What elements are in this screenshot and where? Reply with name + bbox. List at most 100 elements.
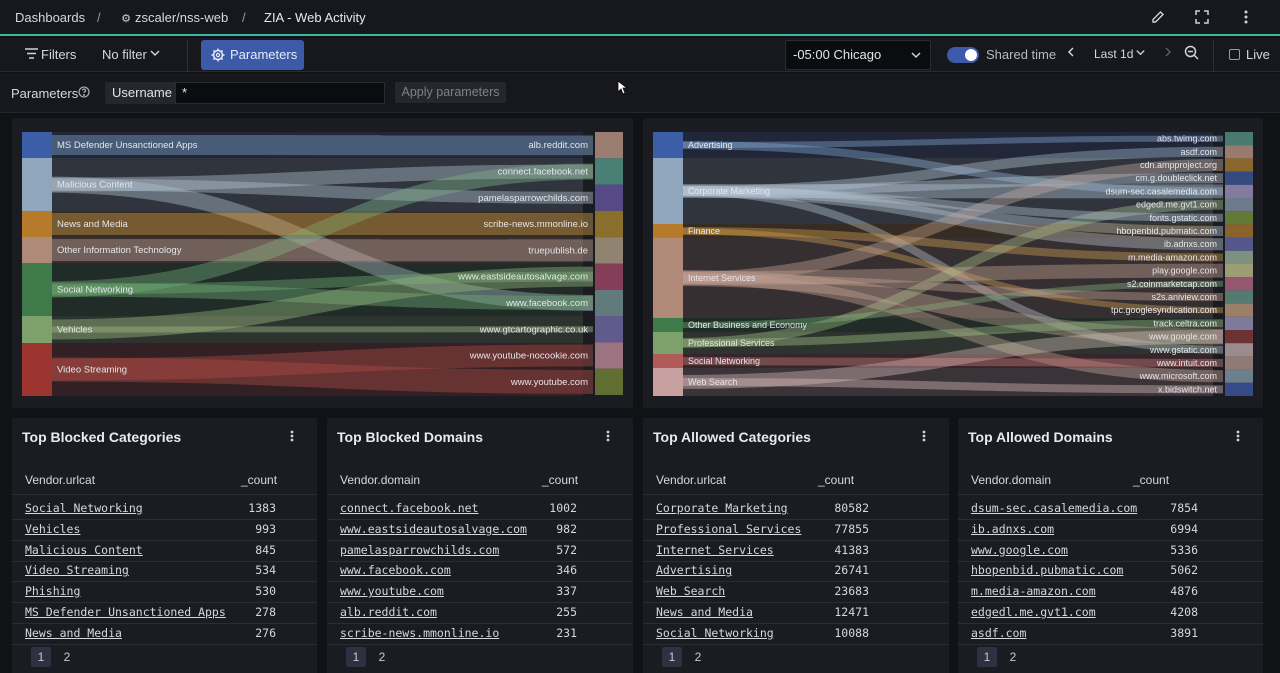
table-row[interactable]: MS Defender Unsanctioned Apps 278 <box>12 603 317 624</box>
help-icon[interactable] <box>77 85 91 99</box>
row-name-link[interactable]: edgedl.me.gvt1.com <box>971 605 1096 619</box>
chevron-right-icon[interactable] <box>1159 45 1177 63</box>
column-header[interactable]: _count <box>1133 473 1170 487</box>
table-row[interactable]: News and Media 12471 <box>643 603 949 624</box>
pagination-page-1[interactable]: 1 <box>977 647 997 667</box>
row-name-link[interactable]: connect.facebook.net <box>340 501 479 515</box>
column-header[interactable]: _count <box>818 473 855 487</box>
row-name-link[interactable]: www.youtube.com <box>340 584 444 599</box>
sankey-link <box>674 135 1224 148</box>
pagination-page-2[interactable]: 2 <box>63 650 71 664</box>
username-input[interactable]: * <box>175 82 385 104</box>
row-name-link[interactable]: News and Media <box>656 605 753 619</box>
no-filter-dropdown[interactable]: No filter <box>102 47 147 62</box>
apply-parameters-button[interactable]: Apply parameters <box>395 82 506 103</box>
panel-menu-icon[interactable] <box>287 429 297 446</box>
breadcrumb-dashboards[interactable]: Dashboards <box>15 10 86 25</box>
sankey-left-label: Video Streaming <box>57 365 127 376</box>
live-checkbox[interactable] <box>1229 49 1240 60</box>
fullscreen-icon[interactable] <box>1193 9 1211 27</box>
table-row[interactable]: scribe-news.mmonline.io 231 <box>327 624 633 645</box>
row-divider <box>327 560 633 562</box>
breadcrumb-org[interactable]: zscaler/nss-web <box>135 10 229 25</box>
row-name-link[interactable]: scribe-news.mmonline.io <box>340 625 500 640</box>
table-row[interactable]: Social Networking 10088 <box>643 624 949 645</box>
table-row[interactable]: alb.reddit.com 255 <box>327 603 633 624</box>
row-name-link[interactable]: Professional Services <box>656 521 802 536</box>
table-row[interactable]: News and Media 276 <box>12 624 317 645</box>
table-row[interactable]: www.eastsideautosalvage.com 982 <box>327 520 633 541</box>
table-row[interactable]: dsum-sec.casalemedia.com 7854 <box>958 499 1263 520</box>
row-name-link[interactable]: Video Streaming <box>25 563 129 578</box>
table-row[interactable]: Professional Services 77855 <box>643 520 949 541</box>
row-name-link[interactable]: asdf.com <box>971 625 1027 640</box>
sankey-link <box>674 378 1224 394</box>
row-name-link[interactable]: Internet Services <box>656 542 774 557</box>
row-name-link[interactable]: Web Search <box>656 584 726 599</box>
table-row[interactable]: m.media-amazon.com 4876 <box>958 582 1263 604</box>
row-name-link[interactable]: Advertising <box>656 563 733 578</box>
filter-icon[interactable] <box>22 46 40 64</box>
zoom-out-icon[interactable] <box>1182 45 1200 63</box>
table-row[interactable]: ib.adnxs.com 6994 <box>958 520 1263 541</box>
table-row[interactable]: Advertising 26741 <box>643 561 949 583</box>
row-name-link[interactable]: News and Media <box>25 625 122 640</box>
chevron-left-icon[interactable] <box>1062 45 1080 63</box>
table-row[interactable]: Phishing 530 <box>12 582 317 604</box>
row-name-link[interactable]: hbopenbid.pubmatic.com <box>971 563 1124 578</box>
row-name-link[interactable]: www.facebook.com <box>340 563 451 578</box>
table-row[interactable]: Malicious Content 845 <box>12 541 317 562</box>
table-row[interactable]: Corporate Marketing 80582 <box>643 499 949 520</box>
table-row[interactable]: connect.facebook.net 1002 <box>327 499 633 520</box>
table-row[interactable]: www.google.com 5336 <box>958 541 1263 562</box>
table-row[interactable]: asdf.com 3891 <box>958 624 1263 645</box>
table-row[interactable]: hbopenbid.pubmatic.com 5062 <box>958 561 1263 583</box>
row-name-link[interactable]: pamelasparrowchilds.com <box>340 542 500 557</box>
column-header[interactable]: _count <box>241 473 278 487</box>
pagination-page-1[interactable]: 1 <box>346 647 366 667</box>
column-header[interactable]: Vendor.domain <box>340 473 421 487</box>
shared-time-toggle[interactable] <box>947 47 979 63</box>
edit-icon[interactable] <box>1149 9 1167 27</box>
column-header[interactable]: _count <box>542 473 579 487</box>
panel-menu-icon[interactable] <box>603 429 613 446</box>
row-name-link[interactable]: Social Networking <box>656 625 774 640</box>
table-row[interactable]: Video Streaming 534 <box>12 561 317 583</box>
time-range-dropdown[interactable]: Last 1d <box>1094 47 1134 61</box>
panel-menu-icon[interactable] <box>919 429 929 446</box>
table-row[interactable]: Internet Services 41383 <box>643 541 949 562</box>
row-name-link[interactable]: alb.reddit.com <box>340 605 437 619</box>
column-header[interactable]: Vendor.domain <box>971 473 1052 487</box>
filters-button[interactable]: Filters <box>41 47 77 62</box>
row-name-link[interactable]: Vehicles <box>25 521 81 536</box>
pagination-page-2[interactable]: 2 <box>378 650 386 664</box>
column-header[interactable]: Vendor.urlcat <box>25 473 96 487</box>
row-name-link[interactable]: MS Defender Unsanctioned Apps <box>25 605 226 619</box>
row-name-link[interactable]: Malicious Content <box>25 542 143 557</box>
row-name-link[interactable]: Phishing <box>25 584 81 599</box>
table-row[interactable]: Vehicles 993 <box>12 520 317 541</box>
table-row[interactable]: pamelasparrowchilds.com 572 <box>327 541 633 562</box>
row-name-link[interactable]: www.eastsideautosalvage.com <box>340 521 527 536</box>
parameters-button[interactable]: Parameters <box>201 40 304 70</box>
table-row[interactable]: edgedl.me.gvt1.com 4208 <box>958 603 1263 624</box>
table-row[interactable]: www.facebook.com 346 <box>327 561 633 583</box>
pagination-page-2[interactable]: 2 <box>1009 650 1017 664</box>
pagination-page-1[interactable]: 1 <box>31 647 51 667</box>
panel-menu-icon[interactable] <box>1233 429 1243 446</box>
row-name-link[interactable]: www.google.com <box>971 542 1068 557</box>
pagination-page-2[interactable]: 2 <box>694 650 702 664</box>
row-name-link[interactable]: m.media-amazon.com <box>971 584 1096 599</box>
table-row[interactable]: www.youtube.com 337 <box>327 582 633 604</box>
sankey-node <box>1225 184 1253 198</box>
pagination-page-1[interactable]: 1 <box>662 647 682 667</box>
timezone-select[interactable]: -05:00 Chicago <box>785 40 931 70</box>
row-name-link[interactable]: dsum-sec.casalemedia.com <box>971 501 1138 515</box>
row-name-link[interactable]: ib.adnxs.com <box>971 521 1055 536</box>
row-name-link[interactable]: Corporate Marketing <box>656 501 788 515</box>
column-header[interactable]: Vendor.urlcat <box>656 473 727 487</box>
table-row[interactable]: Social Networking 1383 <box>12 499 317 520</box>
row-name-link[interactable]: Social Networking <box>25 501 143 515</box>
table-row[interactable]: Web Search 23683 <box>643 582 949 604</box>
more-vert-icon[interactable] <box>1237 9 1255 27</box>
